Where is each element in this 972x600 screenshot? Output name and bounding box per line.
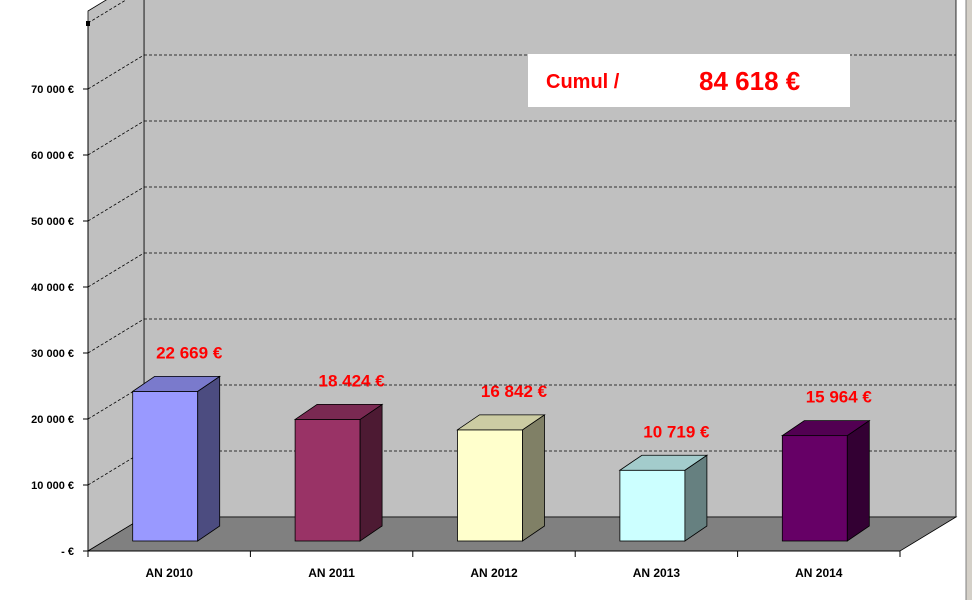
bar-top xyxy=(293,404,384,420)
annotation-label: Cumul / xyxy=(546,71,620,93)
bar-top xyxy=(456,414,546,431)
gridline-side xyxy=(87,54,145,90)
data-label: 18 424 € xyxy=(319,371,386,390)
gridline-side xyxy=(87,252,145,288)
gridline-side xyxy=(87,450,145,486)
gridline-side xyxy=(87,384,145,420)
gridline-side xyxy=(87,0,127,24)
y-tick-label: 70 000 € xyxy=(31,84,74,96)
data-label: 22 669 € xyxy=(156,343,223,362)
y-tick-label: 60 000 € xyxy=(31,150,74,162)
bar-front xyxy=(132,390,199,542)
bar-front xyxy=(781,435,848,542)
bar xyxy=(293,403,384,542)
cumul-annotation: Cumul / 84 618 € xyxy=(528,54,850,107)
bar-front xyxy=(619,469,686,542)
y-tick-label: 30 000 € xyxy=(31,348,74,360)
y-tick-label: 10 000 € xyxy=(31,480,74,492)
bar-top xyxy=(131,375,221,392)
data-label: 10 719 € xyxy=(643,422,710,441)
bar-front xyxy=(294,419,361,542)
bar-top xyxy=(618,454,709,471)
bar xyxy=(781,419,871,542)
y-tick-label: 40 000 € xyxy=(31,282,74,294)
window-border xyxy=(966,0,972,600)
gridline-side xyxy=(87,318,145,354)
bar-side xyxy=(846,419,870,542)
bar-side xyxy=(197,375,221,542)
bar-top xyxy=(781,420,871,437)
data-label: 15 964 € xyxy=(806,388,873,407)
y-tick-label: - € xyxy=(61,546,74,558)
gridline-side xyxy=(87,186,145,222)
data-label: 16 842 € xyxy=(481,382,548,401)
category-label: AN 2011 xyxy=(308,566,355,580)
bar-side xyxy=(522,414,545,542)
category-label: AN 2013 xyxy=(633,566,681,580)
bar-front xyxy=(457,429,523,542)
bar xyxy=(618,454,709,542)
y-axis-end-marker xyxy=(86,21,90,26)
y-tick-label: 50 000 € xyxy=(31,216,74,228)
gridline-side xyxy=(87,120,145,156)
category-label: AN 2014 xyxy=(795,566,843,580)
category-label: AN 2012 xyxy=(470,566,518,580)
category-label: AN 2010 xyxy=(146,566,194,580)
annotation-box xyxy=(528,54,850,107)
bar xyxy=(456,414,546,542)
annotation-value: 84 618 € xyxy=(699,66,800,96)
bar-side xyxy=(359,403,383,542)
bar xyxy=(131,375,221,542)
y-tick-label: 20 000 € xyxy=(31,414,74,426)
